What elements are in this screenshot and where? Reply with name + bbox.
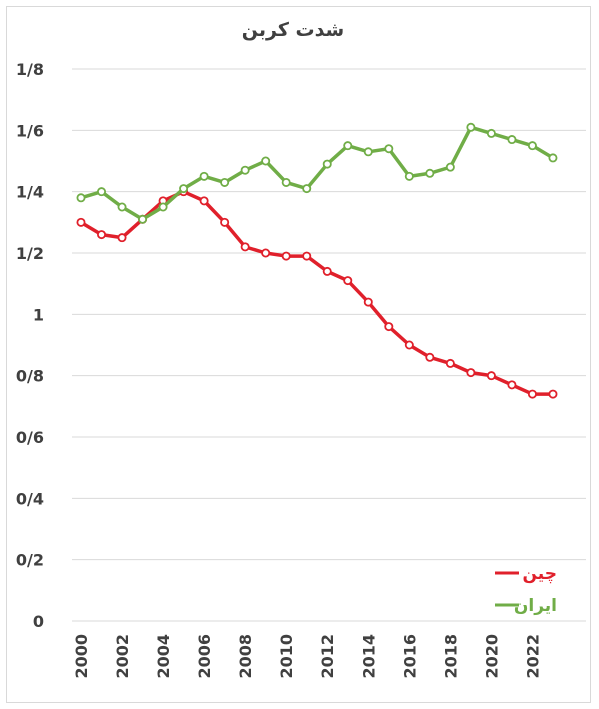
legend-label: چین <box>523 564 558 584</box>
y-axis-ticks: 0 0/2 0/4 0/6 0/8 1 1/2 1/4 1/6 1/8 <box>16 60 44 631</box>
data-point <box>220 177 230 187</box>
x-tick-label: 2000 <box>72 634 91 679</box>
data-point <box>76 193 86 203</box>
data-point <box>486 371 496 381</box>
data-point <box>302 251 312 261</box>
y-tick-label: 1 <box>33 305 44 324</box>
data-point <box>507 380 517 390</box>
y-tick-label: 0/2 <box>16 551 44 570</box>
x-tick-label: 2018 <box>441 634 460 679</box>
x-tick-label: 2012 <box>318 634 337 679</box>
series-line <box>79 189 555 396</box>
data-point <box>384 144 394 154</box>
x-tick-label: 2010 <box>277 634 296 679</box>
data-point <box>322 159 332 169</box>
data-point <box>199 196 209 206</box>
data-point <box>343 141 353 151</box>
data-point <box>548 389 558 399</box>
data-point <box>404 340 414 350</box>
x-tick-label: 2004 <box>154 634 173 679</box>
y-tick-label: 0 <box>33 612 44 631</box>
data-point <box>117 202 127 212</box>
series-1 <box>76 122 558 224</box>
data-point <box>240 242 250 252</box>
series-0 <box>76 187 558 399</box>
y-tick-label: 1/2 <box>16 244 44 263</box>
y-tick-label: 0/4 <box>16 489 44 508</box>
x-tick-label: 2008 <box>236 634 255 679</box>
data-point <box>548 153 558 163</box>
data-point <box>302 184 312 194</box>
data-point <box>425 168 435 178</box>
data-point <box>466 368 476 378</box>
data-point <box>97 230 107 240</box>
grid-lines <box>72 68 586 622</box>
y-tick-label: 0/6 <box>16 428 44 447</box>
data-point <box>507 135 517 145</box>
data-point <box>261 156 271 166</box>
chart-title: شدت کربن <box>242 19 344 41</box>
data-point <box>445 358 455 368</box>
x-tick-label: 2016 <box>400 634 419 679</box>
data-point <box>384 322 394 332</box>
chart-frame <box>6 6 591 703</box>
series-line <box>79 125 555 222</box>
x-tick-label: 2022 <box>523 634 542 679</box>
data-point <box>179 184 189 194</box>
series-layer <box>76 122 558 399</box>
data-point <box>363 147 373 157</box>
data-point <box>240 165 250 175</box>
x-tick-label: 2020 <box>482 634 501 679</box>
data-point <box>281 177 291 187</box>
data-point <box>527 389 537 399</box>
data-point <box>363 297 373 307</box>
y-tick-label: 1/6 <box>16 121 44 140</box>
data-point <box>343 276 353 286</box>
data-point <box>76 217 86 227</box>
y-tick-label: 0/8 <box>16 367 44 386</box>
x-axis-ticks: 2000 2002 2004 2006 2008 2010 2012 2014 2016 2018… <box>72 634 542 679</box>
y-tick-label: 1/4 <box>16 183 44 202</box>
data-point <box>322 266 332 276</box>
data-point <box>281 251 291 261</box>
data-point <box>199 171 209 181</box>
data-point <box>404 171 414 181</box>
data-point <box>445 162 455 172</box>
x-tick-label: 2006 <box>195 634 214 679</box>
data-point <box>117 233 127 243</box>
data-point <box>158 202 168 212</box>
data-point <box>466 122 476 132</box>
x-tick-label: 2014 <box>359 634 378 679</box>
data-point <box>97 187 107 197</box>
legend: چین ایران <box>495 564 557 616</box>
data-point <box>220 217 230 227</box>
legend-label: ایران <box>514 596 557 616</box>
data-point <box>138 214 148 224</box>
data-point <box>261 248 271 258</box>
y-tick-label: 1/8 <box>16 60 44 79</box>
x-tick-label: 2002 <box>113 634 132 679</box>
data-point <box>527 141 537 151</box>
data-point <box>425 352 435 362</box>
data-point <box>486 128 496 138</box>
